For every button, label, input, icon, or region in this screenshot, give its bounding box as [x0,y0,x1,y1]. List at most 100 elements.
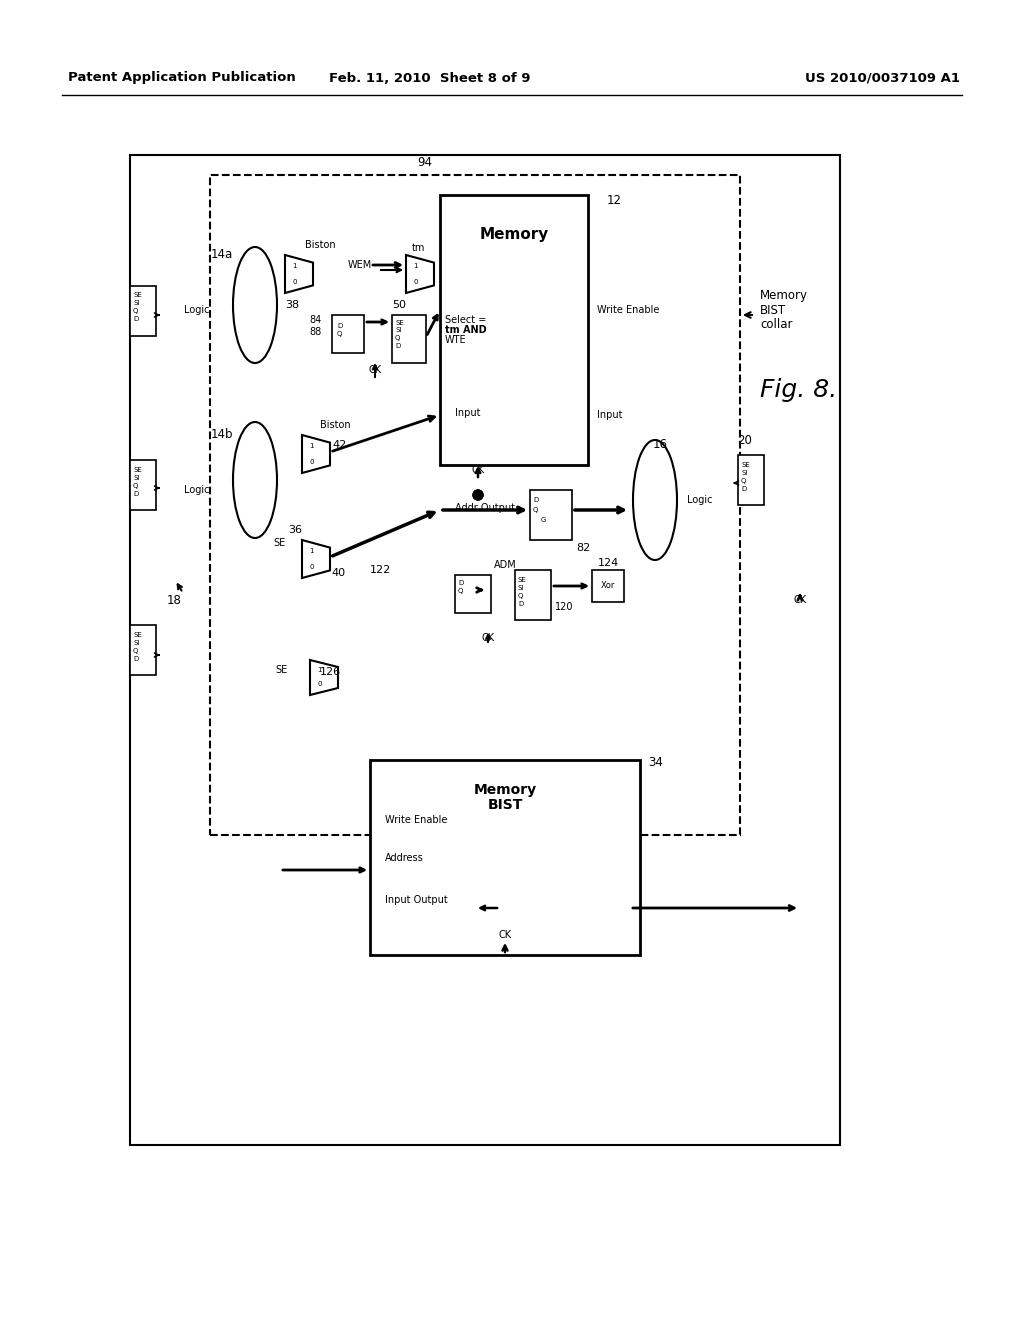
Text: 126: 126 [319,667,341,677]
Text: 0: 0 [293,279,297,285]
Text: 122: 122 [370,565,390,576]
Text: 36: 36 [288,525,302,535]
Text: Logic: Logic [687,495,713,506]
Text: 124: 124 [598,558,620,568]
Bar [130,286,156,337]
Bar [530,490,572,540]
Bar [592,570,624,602]
Text: 0: 0 [317,681,323,688]
Text: Q: Q [534,507,539,513]
Text: Biston: Biston [319,420,350,430]
Text: SE: SE [395,319,403,326]
Text: G: G [541,517,546,523]
Text: BIST: BIST [487,799,522,812]
Text: 0: 0 [414,279,418,285]
Text: SI: SI [133,300,139,306]
Text: SE: SE [741,462,750,469]
Text: collar: collar [760,318,793,331]
Text: Q: Q [133,648,138,653]
Polygon shape [406,255,434,293]
Text: Xor: Xor [601,582,615,590]
Text: SE: SE [133,632,141,638]
Text: Fig. 8.: Fig. 8. [760,378,838,403]
Text: SE: SE [133,292,141,298]
Text: SI: SI [518,585,524,591]
Bar [370,760,640,954]
Bar [332,315,364,352]
Polygon shape [285,255,313,293]
Text: Memory: Memory [479,227,549,243]
Text: 34: 34 [648,756,663,770]
Text: CK: CK [369,366,382,375]
Bar [392,315,426,363]
Text: Q: Q [741,478,746,484]
Text: tm: tm [412,243,425,253]
Text: 42: 42 [333,440,347,450]
Bar [738,455,764,506]
Bar [455,576,490,612]
Text: SE: SE [133,467,141,473]
Text: Q: Q [518,593,523,599]
Text: 1: 1 [309,548,314,554]
Text: Q: Q [133,483,138,488]
Text: 1: 1 [414,264,418,269]
Text: 40: 40 [331,568,345,578]
Text: 120: 120 [555,602,573,612]
Text: D: D [395,343,400,348]
Text: SI: SI [133,475,139,480]
Text: SI: SI [395,327,401,333]
Text: SE: SE [275,665,288,675]
Bar [515,570,551,620]
Text: Feb. 11, 2010  Sheet 8 of 9: Feb. 11, 2010 Sheet 8 of 9 [330,71,530,84]
Text: D: D [133,491,138,498]
Text: Biston: Biston [305,240,336,249]
Text: 20: 20 [737,433,753,446]
Text: 14b: 14b [211,429,233,441]
Text: WEM: WEM [348,260,372,271]
Text: Write Enable: Write Enable [597,305,659,315]
Text: SE: SE [518,577,526,583]
Bar [130,154,840,1144]
Text: Input: Input [597,411,623,420]
Text: Memory: Memory [473,783,537,797]
Text: Input Output: Input Output [385,895,447,906]
Text: CK: CK [499,931,512,940]
Text: BIST: BIST [760,304,786,317]
Text: Q: Q [133,308,138,314]
Text: 0: 0 [309,564,314,570]
Bar [210,176,740,836]
Text: D: D [133,315,138,322]
Text: 1: 1 [293,264,297,269]
Text: Logic: Logic [184,305,210,315]
Text: 16: 16 [652,438,668,451]
Text: Address: Address [385,853,424,863]
Text: WTE: WTE [445,335,467,345]
Text: Input: Input [455,408,480,418]
Text: tm AND: tm AND [445,325,486,335]
Text: D: D [741,486,746,492]
Text: D: D [534,498,539,503]
Text: 88: 88 [309,327,322,337]
Text: CK: CK [481,634,495,643]
Text: Q: Q [458,587,464,594]
Bar [440,195,588,465]
Text: SE: SE [273,539,286,548]
Text: 50: 50 [392,300,406,310]
Text: Memory: Memory [760,289,808,301]
Text: SI: SI [133,640,139,645]
Text: D: D [518,601,523,607]
Bar [130,624,156,675]
Polygon shape [310,660,338,696]
Text: Q: Q [395,335,400,341]
Text: SI: SI [741,470,748,477]
Text: CK: CK [794,595,807,605]
Text: 12: 12 [607,194,622,206]
Text: D: D [458,579,463,586]
Text: Addr Output: Addr Output [455,503,515,513]
Text: Select =: Select = [445,315,486,325]
Text: D: D [133,656,138,663]
Text: Patent Application Publication: Patent Application Publication [68,71,296,84]
Polygon shape [302,540,330,578]
Text: 84: 84 [309,315,322,325]
Text: 82: 82 [575,543,590,553]
